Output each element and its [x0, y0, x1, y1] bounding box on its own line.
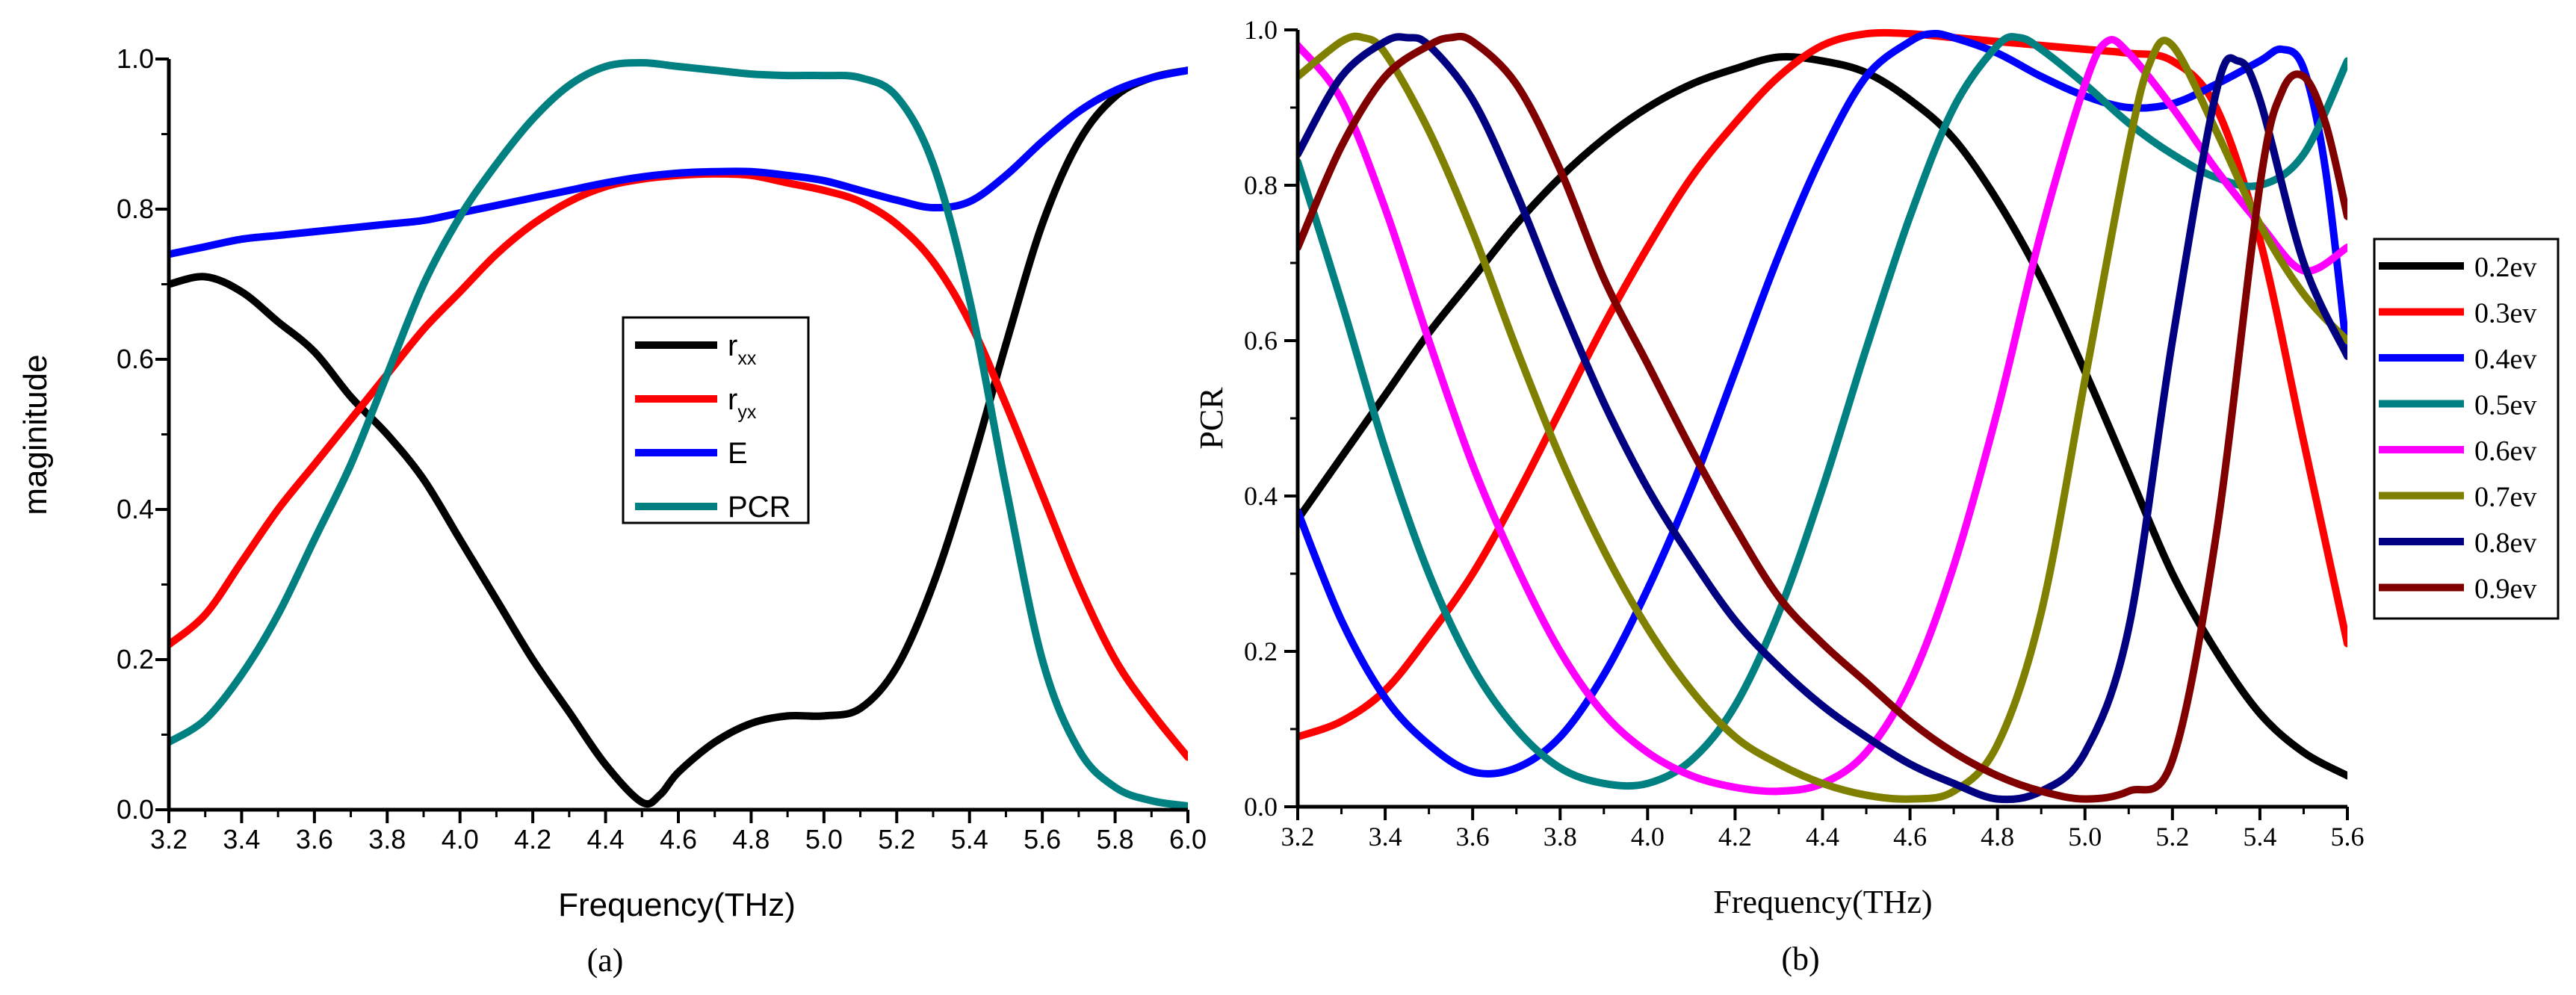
b-x-tick-label: 3.4	[1369, 822, 1402, 852]
a-legend-label: ryx	[728, 383, 757, 423]
a-x-tick-label: 5.0	[805, 824, 843, 855]
b-y-tick-label: 0.0	[1244, 792, 1278, 822]
b-x-tick-label: 5.4	[2243, 822, 2276, 852]
a-y-tick-label: 0.0	[117, 794, 154, 825]
panel-b: 3.2 3.4 3.6 3.8 4.0 4.2 4.4 4.6 4.8 5.0 5.2 5.4 5.6 0…	[1193, 15, 2560, 977]
a-x-tick-label: 4.2	[514, 824, 551, 855]
a-x-tick-label: 4.0	[442, 824, 479, 855]
b-series-line-0-2ev	[1298, 52, 2347, 780]
b-x-tick-label: 3.8	[1544, 822, 1577, 852]
b-legend-label: 0.8ev	[2474, 527, 2536, 559]
a-x-tick-label: 4.6	[660, 824, 697, 855]
b-x-tick-label: 4.0	[1631, 822, 1665, 852]
a-legend-label: rxx	[728, 329, 757, 369]
a-legend: rxx ryx E PCR	[622, 316, 810, 524]
b-series-line-0-8ev	[1298, 33, 2347, 804]
b-y-axis-title: PCR	[1193, 387, 1230, 450]
a-x-tick-label: 5.6	[1024, 824, 1061, 855]
a-x-tick-label: 5.4	[951, 824, 988, 855]
b-series-line-0-9ev	[1298, 32, 2347, 803]
a-x-tick-label: 3.6	[296, 824, 333, 855]
b-x-tick-label: 4.2	[1718, 822, 1752, 852]
b-x-tick-label: 5.2	[2155, 822, 2189, 852]
a-series-line-PCR	[169, 59, 1188, 810]
b-series-line-0-4ev	[1298, 29, 2347, 778]
a-x-tick-label: 5.8	[1097, 824, 1134, 855]
b-y-tick-label: 0.4	[1244, 481, 1278, 511]
a-x-tick-label: 6.0	[1169, 824, 1207, 855]
b-legend: 0.2ev 0.3ev 0.4ev 0.5ev 0.6ev 0.7ev 0.8ev 0.9ev	[2373, 238, 2560, 620]
a-legend-label: E	[728, 437, 748, 470]
b-y-tick-label: 0.8	[1244, 170, 1278, 200]
a-x-tick-label: 3.2	[150, 824, 188, 855]
b-legend-box	[2373, 238, 2560, 620]
b-legend-label: 0.9ev	[2474, 574, 2536, 605]
b-legend-label: 0.2ev	[2474, 252, 2536, 283]
a-y-tick-label: 0.2	[117, 644, 154, 675]
b-x-axis-title: Frequency(THz)	[1713, 884, 1932, 920]
a-x-tick-label: 3.4	[223, 824, 260, 855]
b-y-tick-label: 0.2	[1244, 636, 1278, 666]
b-x-tick-label: 5.0	[2068, 822, 2102, 852]
a-y-tick-label: 0.4	[117, 494, 154, 524]
a-caption: (a)	[587, 942, 624, 979]
a-x-tick-label: 5.2	[878, 824, 915, 855]
a-x-tick-label: 3.8	[368, 824, 406, 855]
b-legend-label: 0.4ev	[2474, 344, 2536, 375]
a-y-tick-label: 0.8	[117, 193, 154, 224]
a-legend-label: PCR	[728, 491, 790, 524]
b-series-line-0-5ev	[1298, 33, 2347, 790]
b-x-tick-label: 3.2	[1281, 822, 1315, 852]
b-x-tick-label: 4.4	[1806, 822, 1839, 852]
a-x-tick-label: 4.4	[587, 824, 625, 855]
a-legend-box	[622, 316, 810, 524]
a-y-axis-title: maginitude	[17, 354, 54, 515]
b-x-tick-label: 4.6	[1893, 822, 1927, 852]
b-legend-label: 0.7ev	[2474, 482, 2536, 513]
b-x-tick-label: 3.6	[1456, 822, 1490, 852]
b-series-line-0-3ev	[1298, 28, 2347, 741]
b-y-tick-label: 1.0	[1244, 15, 1278, 45]
panel-a: 3.2 3.4 3.6 3.8 4.0 4.2 4.4 4.6 4.8 5.0 5.2 5.4 5.6 5…	[17, 43, 1207, 979]
a-y-tick-label: 0.6	[117, 344, 154, 374]
a-x-axis-title: Frequency(THz)	[558, 887, 796, 923]
a-series-line-E	[169, 66, 1188, 258]
b-legend-label: 0.6ev	[2474, 435, 2536, 467]
b-y-tick-label: 0.6	[1244, 326, 1278, 356]
b-legend-label: 0.5ev	[2474, 390, 2536, 421]
b-x-tick-label: 5.6	[2331, 822, 2365, 852]
b-legend-label: 0.3ev	[2474, 298, 2536, 329]
a-x-tick-label: 4.8	[732, 824, 770, 855]
b-x-tick-label: 4.8	[1981, 822, 2014, 852]
b-caption: (b)	[1781, 940, 1819, 977]
a-y-tick-label: 1.0	[117, 43, 154, 74]
b-series-line-0-7ev	[1298, 32, 2347, 803]
